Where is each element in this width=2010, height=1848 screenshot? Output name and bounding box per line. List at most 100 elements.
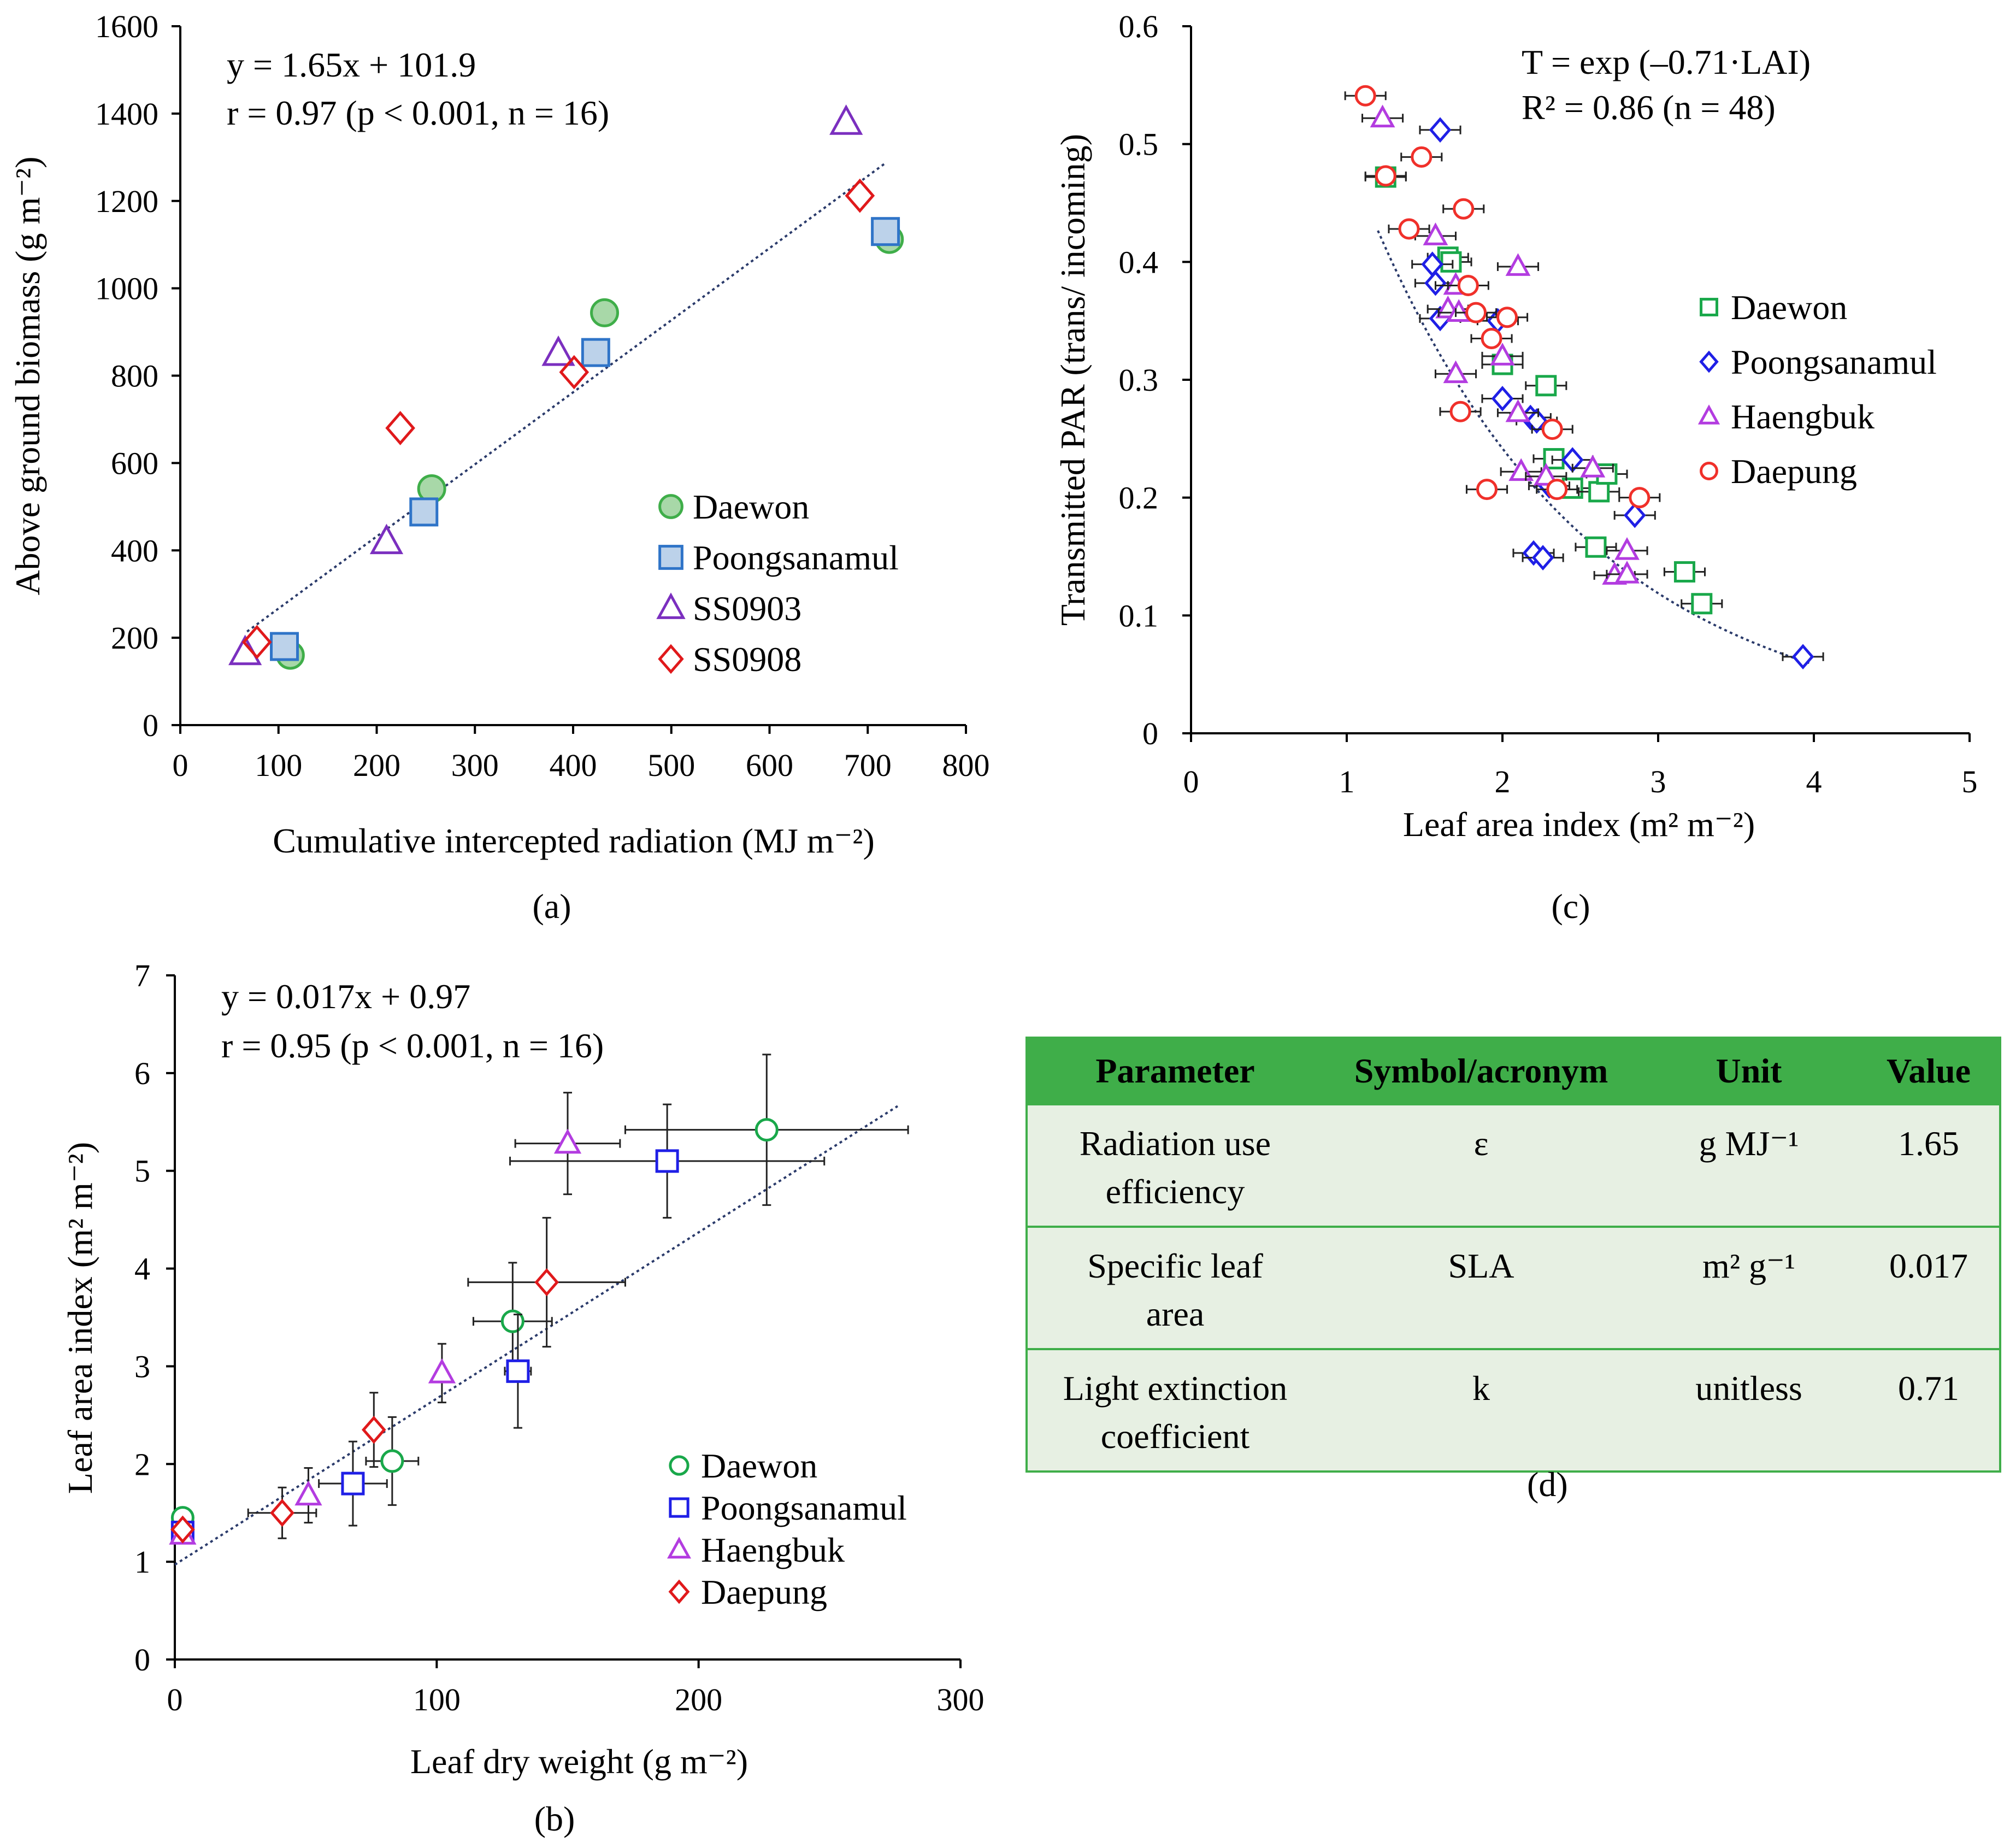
- data-point-poongsanamul: [655, 1149, 679, 1173]
- data-point-ss0908: [559, 355, 590, 390]
- y-tick-label: 0.6: [1119, 9, 1159, 44]
- data-point-daewon: [590, 298, 620, 327]
- panel-label: (c): [1551, 887, 1590, 926]
- data-point-daewon: [1535, 375, 1557, 397]
- data-point-daewon: [1440, 251, 1462, 273]
- legend-label-ss0903: SS0903: [693, 589, 801, 628]
- y-tick-label: 0: [143, 708, 158, 743]
- data-point-haengbuk: [1490, 343, 1515, 366]
- data-point-daepung: [1449, 401, 1471, 422]
- x-tick-label: 0: [173, 748, 188, 783]
- data-point-haengbuk: [1505, 253, 1531, 276]
- data-point-daepung: [1496, 307, 1518, 328]
- x-tick-label: 300: [937, 1682, 985, 1717]
- name-line-2: coefficient: [1100, 1417, 1250, 1456]
- data-point-haengbuk: [1614, 561, 1640, 584]
- y-tick-label: 1000: [95, 271, 158, 307]
- data-point-daepung: [1411, 146, 1433, 168]
- fit-statistics: r = 0.97 (p < 0.001, n = 16): [227, 93, 609, 132]
- y-tick-label: 7: [134, 958, 150, 993]
- data-point-daepung: [1453, 198, 1475, 220]
- x-tick-label: 300: [451, 748, 499, 783]
- x-tick-label: 600: [746, 748, 793, 783]
- y-tick-label: 4: [134, 1251, 150, 1287]
- row-value: 1.65: [1858, 1103, 2000, 1227]
- data-point-daepung: [1457, 274, 1479, 296]
- data-point-ss0908: [241, 625, 272, 660]
- header-unit: Unit: [1640, 1038, 1858, 1104]
- panel-a-chart: 0 100 200 300 400 500 600 700 800 0 200 400 600 800 10…: [8, 9, 990, 926]
- data-point-haengbuk: [1423, 222, 1448, 245]
- panel-b-chart: 0 100 200 300 0 1 2 3 4 5 6 7 Leaf dry weight (g m⁻²…: [61, 958, 985, 1838]
- legend-marker-haengbuk: [1697, 404, 1720, 425]
- data-point-daepung: [1546, 479, 1568, 501]
- legend-label-poongsanamul: Poongsanamul: [701, 1488, 907, 1527]
- x-tick-label: 0: [1183, 764, 1199, 799]
- legend-marker-daepung: [1700, 462, 1718, 480]
- legend-marker-daewon: [669, 1455, 689, 1476]
- y-tick-label: 400: [111, 533, 158, 568]
- data-point-daewon: [1691, 593, 1713, 615]
- data-point-daewon: [380, 1449, 404, 1473]
- x-tick-label: 100: [413, 1682, 461, 1717]
- row-symbol: SLA: [1323, 1226, 1640, 1349]
- row-parameter-name: Radiation use efficiency: [1027, 1103, 1323, 1227]
- row-unit: unitless: [1640, 1348, 1858, 1472]
- x-axis-label: Leaf area index (m² m⁻²): [1403, 805, 1755, 844]
- row-unit: m² g⁻¹: [1640, 1226, 1858, 1349]
- legend-marker-haengbuk: [667, 1537, 691, 1559]
- y-tick-label: 2: [134, 1446, 150, 1482]
- trend-line: [174, 1105, 899, 1566]
- name-line-1: Light extinction: [1063, 1369, 1288, 1408]
- x-tick-label: 3: [1651, 764, 1666, 799]
- data-point-daewon: [1585, 536, 1607, 558]
- table-row: Radiation use efficiency ε g MJ⁻¹ 1.65: [1027, 1103, 2000, 1227]
- data-point-daepung: [361, 1416, 386, 1444]
- legend-marker-poongsanamul: [1699, 350, 1719, 373]
- y-tick-label: 0.2: [1119, 480, 1159, 516]
- data-point-haengbuk: [1505, 399, 1531, 422]
- y-tick-label: 1600: [95, 9, 158, 44]
- x-tick-label: 400: [550, 748, 597, 783]
- legend-marker-poongsanamul: [669, 1497, 689, 1518]
- fit-equation: y = 1.65x + 101.9: [227, 45, 476, 84]
- panel-d-label: (d): [1527, 1465, 1568, 1504]
- table-header-row: Parameter Symbol/acronym Unit Value: [1027, 1038, 2000, 1104]
- row-symbol: ε: [1323, 1103, 1640, 1227]
- y-tick-label: 1: [134, 1544, 150, 1580]
- x-axis-label: Leaf dry weight (g m⁻²): [410, 1742, 748, 1781]
- data-point-daepung: [1476, 479, 1498, 501]
- legend-marker-daepung: [668, 1579, 690, 1604]
- row-symbol: k: [1323, 1348, 1640, 1472]
- data-point-ss0903: [369, 523, 404, 555]
- data-point-daepung: [1541, 419, 1563, 440]
- y-tick-label: 1200: [95, 184, 158, 219]
- data-point-haengbuk: [1443, 360, 1469, 384]
- legend-label-daepung: Daepung: [701, 1573, 827, 1611]
- data-point-haengbuk: [1370, 104, 1395, 128]
- panel-label: (a): [532, 887, 571, 926]
- y-axis-label: Above ground biomass (g m⁻²): [8, 156, 47, 595]
- parameter-table: Parameter Symbol/acronym Unit Value Radi…: [1025, 1037, 2001, 1473]
- data-point-poongsanamul: [1531, 545, 1554, 571]
- row-unit: g MJ⁻¹: [1640, 1103, 1858, 1227]
- x-axis-label: Cumulative intercepted radiation (MJ m⁻²…: [273, 821, 875, 860]
- x-tick-label: 500: [647, 748, 695, 783]
- y-tick-label: 0.1: [1119, 598, 1159, 633]
- data-point-ss0908: [385, 411, 415, 445]
- table-row: Specific leaf area SLA m² g⁻¹ 0.017: [1027, 1226, 2000, 1349]
- name-line-2: area: [1146, 1294, 1205, 1333]
- x-tick-label: 200: [675, 1682, 722, 1717]
- data-point-daewon: [1673, 561, 1695, 583]
- legend-label-haengbuk: Haengbuk: [701, 1531, 845, 1569]
- row-parameter-name: Specific leaf area: [1027, 1226, 1323, 1349]
- y-tick-label: 200: [111, 620, 158, 656]
- y-axis-label: Transmitted PAR (trans/ incoming): [1053, 134, 1092, 626]
- data-point-haengbuk: [1446, 299, 1472, 322]
- y-tick-label: 600: [111, 445, 158, 481]
- data-point-poongsanamul: [1491, 386, 1514, 411]
- y-tick-label: 0.3: [1119, 362, 1159, 398]
- x-tick-label: 0: [167, 1682, 183, 1717]
- data-point-haengbuk: [1533, 463, 1559, 486]
